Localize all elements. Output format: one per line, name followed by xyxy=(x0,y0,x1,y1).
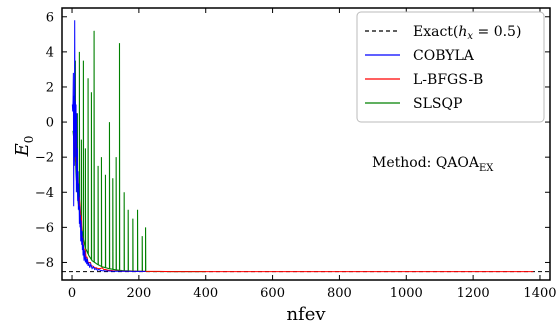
y-tick-label-2: 2 xyxy=(46,80,54,95)
y-axis-title: E0 xyxy=(12,136,36,158)
y-axis-title-sub: 0 xyxy=(22,136,36,144)
series-slsqp-line xyxy=(72,30,206,273)
series-layer xyxy=(62,20,550,273)
legend-box xyxy=(356,11,545,123)
y-tick-label-4: 4 xyxy=(46,45,54,60)
y-tick-label-0: 0 xyxy=(46,116,54,131)
x-tick-label-0: 0 xyxy=(68,286,76,301)
y-tick-label-6: 6 xyxy=(46,10,54,25)
x-tick-label-400: 400 xyxy=(193,286,218,301)
legend-label-exact-suffix: = 0.5) xyxy=(473,24,521,40)
x-tick-label-1200: 1200 xyxy=(457,286,490,301)
x-tick-label-600: 600 xyxy=(260,286,285,301)
x-tick-label-1000: 1000 xyxy=(390,286,423,301)
x-tick-label-800: 800 xyxy=(327,286,352,301)
x-axis-title: nfev xyxy=(286,304,326,325)
series-lbfgsb-line xyxy=(73,102,534,273)
legend: Exact(hx = 0.5) COBYLA L-BFGS-B SLSQP xyxy=(356,11,545,123)
y-tick-label--8: −8 xyxy=(35,256,54,271)
plot-frame xyxy=(61,7,551,281)
legend-label-exact: Exact(hx = 0.5) xyxy=(413,24,521,42)
method-annotation-sub: EX xyxy=(479,163,494,174)
legend-label-exact-sub: x xyxy=(467,31,473,42)
y-tick-label--2: −2 xyxy=(35,151,54,166)
legend-label-slsqp: SLSQP xyxy=(413,96,462,112)
legend-label-exact-prefix: Exact( xyxy=(413,24,458,40)
x-tick-label-1400: 1400 xyxy=(523,286,556,301)
y-tick-label--6: −6 xyxy=(35,221,54,236)
series-cobyla-line xyxy=(71,20,146,272)
x-tick-label-200: 200 xyxy=(126,286,151,301)
ticks-layer: 0 200 400 600 800 1000 1200 1400 −8 −6 −4 −2 0 2 4 6 xyxy=(35,8,557,301)
y-axis-title-main: E xyxy=(12,143,33,157)
method-annotation-main: Method: QAOA xyxy=(372,155,480,171)
legend-label-lbfgsb: L-BFGS-B xyxy=(413,72,483,88)
legend-label-exact-var: h xyxy=(458,24,467,40)
method-annotation: Method: QAOAEX xyxy=(372,155,494,174)
legend-label-cobyla: COBYLA xyxy=(413,48,475,64)
y-tick-label--4: −4 xyxy=(35,186,54,201)
